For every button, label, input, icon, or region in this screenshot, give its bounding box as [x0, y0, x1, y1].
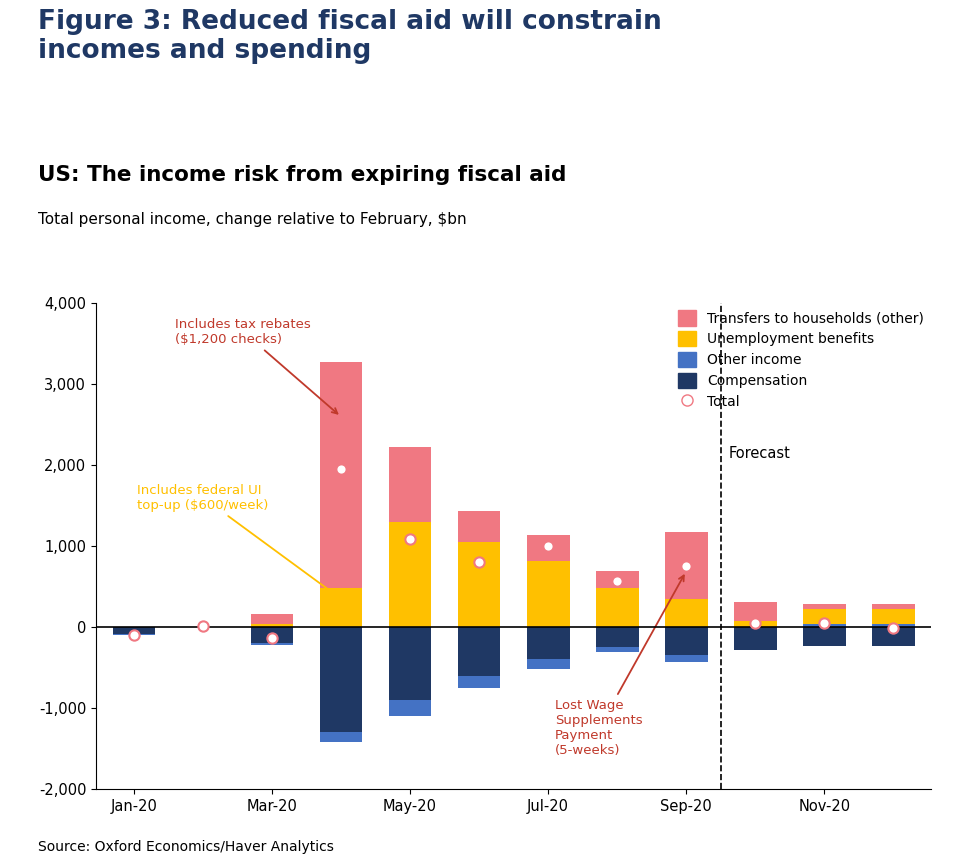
- Bar: [251, 643, 294, 645]
- Bar: [389, 627, 431, 700]
- Bar: [389, 700, 431, 716]
- Text: Includes tax rebates
($1,200 checks): Includes tax rebates ($1,200 checks): [176, 318, 337, 414]
- Bar: [251, 614, 294, 624]
- Bar: [733, 621, 777, 627]
- Bar: [320, 627, 363, 733]
- Text: Total personal income, change relative to February, $bn: Total personal income, change relative t…: [38, 212, 467, 227]
- Point: [264, 631, 279, 645]
- Bar: [596, 589, 638, 627]
- Bar: [251, 624, 294, 627]
- Point: [195, 619, 210, 633]
- Bar: [527, 535, 569, 561]
- Bar: [320, 733, 363, 742]
- Bar: [803, 624, 846, 627]
- Bar: [803, 627, 846, 646]
- Point: [402, 532, 418, 546]
- Text: Source: Oxford Economics/Haver Analytics: Source: Oxford Economics/Haver Analytics: [38, 840, 334, 854]
- Bar: [803, 604, 846, 610]
- Point: [471, 555, 487, 569]
- Bar: [458, 627, 500, 675]
- Point: [885, 622, 900, 636]
- Bar: [458, 542, 500, 627]
- Bar: [389, 447, 431, 522]
- Text: Forecast: Forecast: [729, 446, 791, 460]
- Bar: [112, 627, 156, 634]
- Bar: [251, 627, 294, 643]
- Bar: [596, 571, 638, 589]
- Bar: [872, 624, 915, 627]
- Text: Lost Wage
Supplements
Payment
(5-weeks): Lost Wage Supplements Payment (5-weeks): [555, 576, 684, 757]
- Bar: [664, 599, 708, 627]
- Bar: [320, 362, 363, 589]
- Point: [127, 628, 142, 642]
- Bar: [596, 627, 638, 648]
- Bar: [596, 648, 638, 652]
- Bar: [733, 627, 777, 649]
- Text: Includes federal UI
top-up ($600/week): Includes federal UI top-up ($600/week): [137, 484, 337, 596]
- Bar: [458, 512, 500, 542]
- Point: [540, 539, 556, 553]
- Bar: [872, 604, 915, 610]
- Bar: [733, 602, 777, 621]
- Bar: [527, 561, 569, 627]
- Bar: [112, 634, 156, 635]
- Bar: [527, 660, 569, 669]
- Bar: [458, 675, 500, 688]
- Point: [817, 616, 832, 629]
- Point: [748, 616, 763, 630]
- Point: [679, 558, 694, 572]
- Text: US: The income risk from expiring fiscal aid: US: The income risk from expiring fiscal…: [38, 165, 566, 185]
- Point: [333, 461, 348, 475]
- Legend: Transfers to households (other), Unemployment benefits, Other income, Compensati: Transfers to households (other), Unemplo…: [678, 310, 924, 408]
- Bar: [527, 627, 569, 660]
- Bar: [664, 531, 708, 599]
- Text: Figure 3: Reduced fiscal aid will constrain
incomes and spending: Figure 3: Reduced fiscal aid will constr…: [38, 9, 662, 63]
- Bar: [803, 610, 846, 624]
- Bar: [320, 589, 363, 627]
- Bar: [872, 627, 915, 646]
- Bar: [389, 522, 431, 627]
- Bar: [872, 610, 915, 624]
- Point: [610, 574, 625, 588]
- Bar: [664, 655, 708, 662]
- Bar: [664, 627, 708, 655]
